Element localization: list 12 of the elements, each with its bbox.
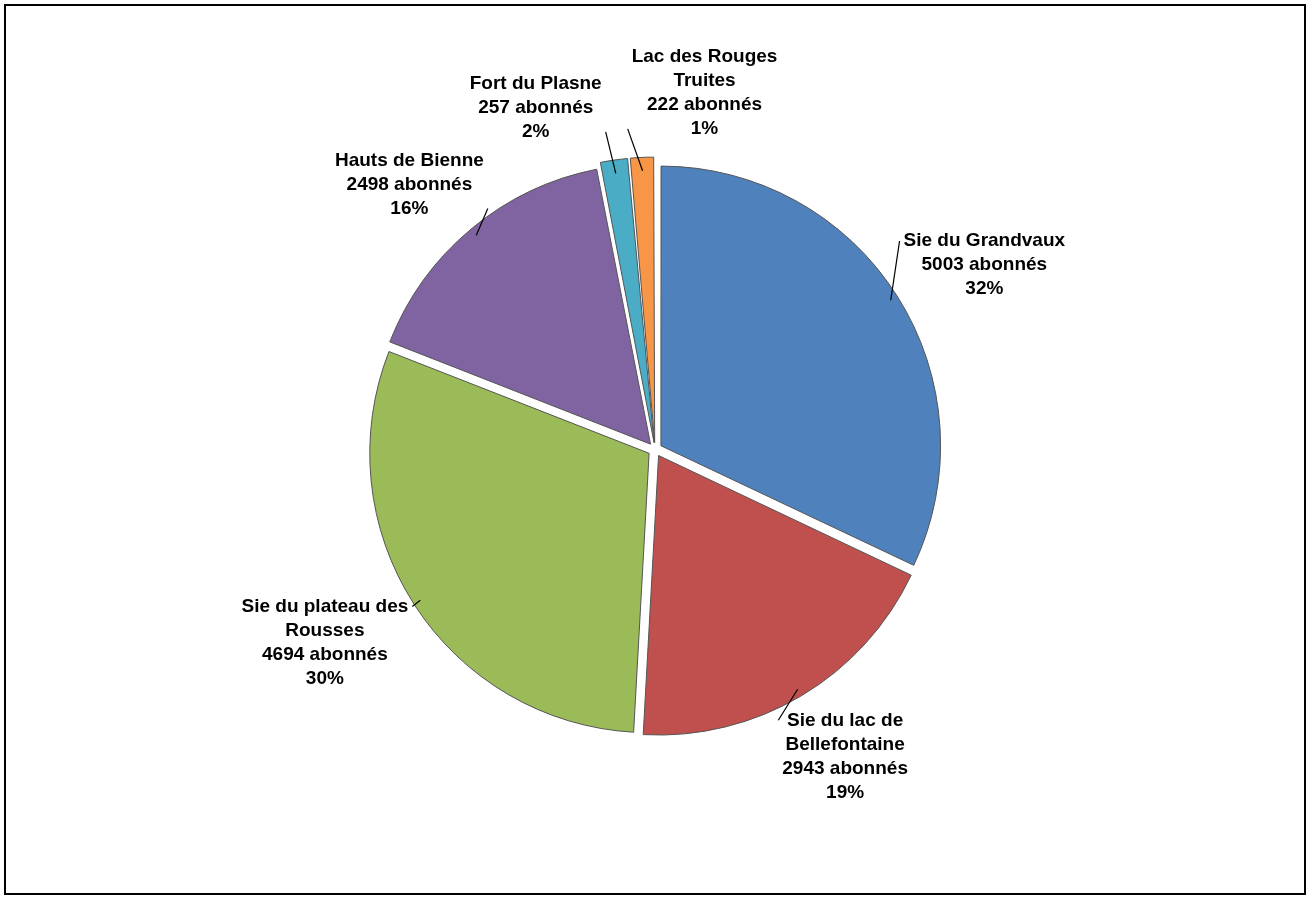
data-label: 2498 abonnés 16% <box>346 172 473 218</box>
slice-label: Fort du Plasne <box>469 72 602 94</box>
slice-label: Sie du plateau des Rousses <box>241 594 409 640</box>
slice-label: Sie du Grandvaux <box>903 229 1066 251</box>
data-label: 4694 abonnés 30% <box>262 642 388 688</box>
data-label: 222 abonnés 1% <box>646 93 763 139</box>
data-label: 2943 abonnés 19% <box>782 756 908 802</box>
slice-label: Lac des Rouges Truites <box>631 45 778 91</box>
data-label: 5003 abonnés 32% <box>921 253 1048 299</box>
slice-label: Hauts de Bienne <box>334 148 484 170</box>
slice-label: Sie du lac de Bellefontaine <box>785 708 905 754</box>
data-label: 257 abonnés 2% <box>478 96 594 142</box>
